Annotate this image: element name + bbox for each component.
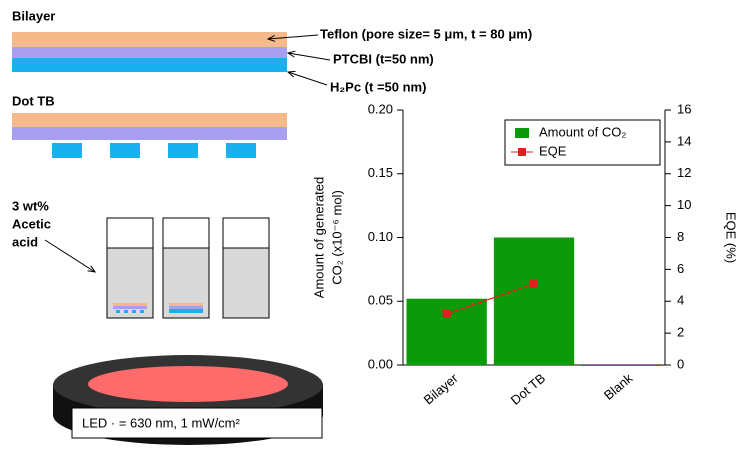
dot [168, 143, 198, 158]
label: Bilayer [12, 8, 55, 23]
y2-tick-label: 8 [677, 229, 684, 244]
label: H₂Pc (t =50 nm) [330, 79, 426, 94]
label: acid [12, 234, 38, 249]
legend-label: EQE [539, 143, 567, 158]
y2-tick-label: 0 [677, 356, 684, 371]
label: PTCBI (t=50 nm) [333, 51, 434, 66]
dot [226, 143, 256, 158]
teflon-layer [12, 32, 287, 47]
chart: 0.00 0.05 0.10 0.15 0.20 0 2 4 6 8 10 12 14 16 Amount … [311, 101, 738, 407]
figure: Bilayer Teflon (pore size= 5 μm, t = 80 … [0, 0, 740, 445]
bar [581, 365, 661, 366]
y-tick-label: 0.10 [368, 229, 393, 244]
y-axis-label: CO₂ (x10⁻⁶ mol) [329, 190, 344, 285]
legend-label: Amount of CO₂ [539, 124, 626, 139]
bar [494, 238, 574, 366]
arrow [288, 53, 330, 60]
x-tick-label: Blank [601, 370, 636, 403]
y2-tick-label: 12 [677, 165, 691, 180]
legend-swatch [515, 128, 529, 138]
y2-tick-label: 16 [677, 101, 691, 116]
y2-tick-label: 6 [677, 261, 684, 276]
legend-swatch [518, 148, 526, 156]
y-axis-label: Amount of generated [311, 177, 326, 298]
x-tick-label: Bilayer [421, 370, 462, 407]
label: LED · = 630 nm, 1 mW/cm² [82, 415, 241, 430]
label: Dot TB [12, 93, 55, 108]
y-tick-label: 0.05 [368, 293, 393, 308]
teflon-layer [12, 113, 287, 127]
arrow [288, 72, 327, 85]
y2-axis-label: EQE (%) [724, 212, 739, 263]
y2-tick-label: 14 [677, 133, 691, 148]
marker [530, 280, 538, 288]
h2pc-layer [12, 58, 287, 72]
label: Teflon (pore size= 5 μm, t = 80 μm) [320, 26, 532, 41]
label: 3 wt% [12, 198, 49, 213]
ptcbi-layer [12, 127, 287, 140]
arrow [45, 240, 95, 272]
dot [110, 143, 140, 158]
x-tick-label: Dot TB [508, 370, 548, 407]
y2-tick-label: 2 [677, 325, 684, 340]
led: LED · = 630 nm, 1 mW/cm² [53, 355, 323, 445]
y-tick-label: 0.00 [368, 356, 393, 371]
label: Acetic [12, 216, 51, 231]
marker [443, 310, 451, 318]
ptcbi-layer [12, 47, 287, 58]
bar [406, 299, 486, 365]
vials [107, 218, 269, 318]
y-tick-label: 0.20 [368, 101, 393, 116]
y2-tick-label: 4 [677, 293, 684, 308]
dot [52, 143, 82, 158]
y-tick-label: 0.15 [368, 165, 393, 180]
y2-tick-label: 10 [677, 197, 691, 212]
